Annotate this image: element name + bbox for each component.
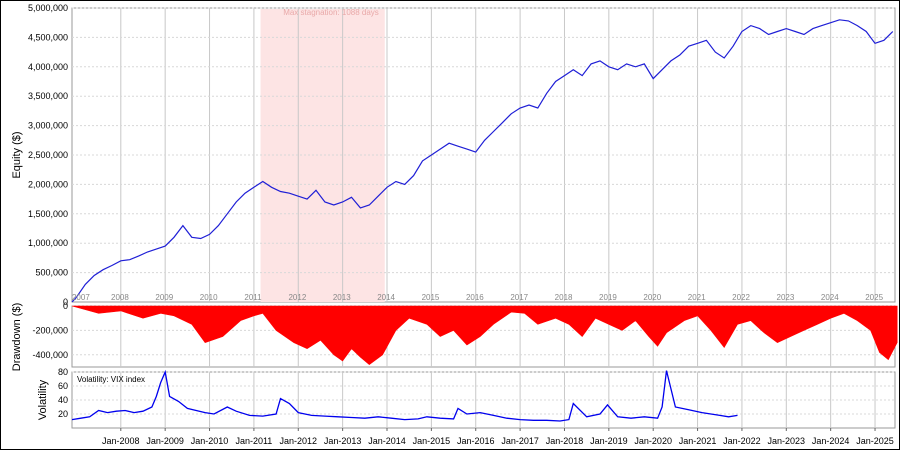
x-tick-label: Jan-2024: [812, 436, 850, 446]
equity-year-label: 2011: [244, 293, 262, 302]
equity-plot-area: [71, 7, 896, 303]
equity-year-label: 2015: [422, 293, 440, 302]
equity-year-label: 2008: [111, 293, 129, 302]
x-tick-label: Jan-2008: [102, 436, 140, 446]
equity-year-label: 2012: [288, 293, 306, 302]
equity-axis-title: Equity ($): [11, 131, 23, 178]
equity-line: [71, 19, 894, 303]
equity-year-label: 2016: [466, 293, 484, 302]
drawdown-y-tick-label: 0: [63, 301, 68, 311]
x-tick-label: Jan-2013: [324, 436, 362, 446]
x-tick-label: Jan-2012: [280, 436, 318, 446]
equity-y-tick-label: 3,500,000: [28, 91, 68, 101]
equity-year-label: 2007: [72, 293, 90, 302]
equity-year-label: 2024: [821, 293, 839, 302]
x-tick-label: Jan-2016: [457, 436, 495, 446]
equity-year-label: 2020: [643, 293, 661, 302]
x-tick-label: Jan-2025: [856, 436, 894, 446]
volatility-plot-area: [71, 371, 896, 429]
x-tick-label: Jan-2017: [501, 436, 539, 446]
equity-year-label: 2013: [333, 293, 351, 302]
x-tick-label: Jan-2015: [413, 436, 451, 446]
equity-year-label: 2017: [510, 293, 528, 302]
x-tick-label: Jan-2020: [634, 436, 672, 446]
equity-year-label: 2018: [555, 293, 573, 302]
x-tick-label: Jan-2014: [368, 436, 406, 446]
x-tick-label: Jan-2009: [146, 436, 184, 446]
equity-y-tick-label: 1,000,000: [28, 238, 68, 248]
x-tick-label: Jan-2011: [235, 436, 272, 446]
drawdown-axis-title: Drawdown ($): [11, 303, 23, 371]
volatility-legend: Volatility: VIX index: [77, 375, 145, 384]
equity-year-label: 2023: [777, 293, 795, 302]
equity-year-label: 2014: [377, 293, 395, 302]
equity-year-label: 2022: [732, 293, 750, 302]
equity-y-tick-label: 0: [63, 297, 68, 307]
x-tick-label: Jan-2023: [768, 436, 806, 446]
x-tick-label: Jan-2010: [191, 436, 229, 446]
equity-y-tick-label: 2,500,000: [28, 150, 68, 160]
volatility-y-tick-label: 40: [58, 395, 68, 405]
equity-y-tick-label: 4,000,000: [28, 62, 68, 72]
x-tick-label: Jan-2021: [679, 436, 717, 446]
drawdown-area: [71, 305, 898, 365]
volatility-y-tick-label: 60: [58, 381, 68, 391]
drawdown-y-tick-label: -400,000: [32, 350, 68, 360]
x-tick-label: Jan-2022: [723, 436, 761, 446]
equity-y-tick-label: 500,000: [35, 268, 68, 278]
equity-y-tick-label: 1,500,000: [28, 209, 68, 219]
stagnation-label: Max stagnation: 1088 days: [283, 8, 379, 17]
stagnation-band: [260, 9, 385, 302]
x-tick-label: Jan-2019: [590, 436, 628, 446]
drawdown-y-tick-label: -200,000: [32, 325, 68, 335]
equity-y-tick-label: 3,000,000: [28, 121, 68, 131]
equity-y-tick-label: 4,500,000: [28, 32, 68, 42]
equity-year-label: 2021: [688, 293, 706, 302]
equity-year-label: 2019: [599, 293, 617, 302]
x-tick-label: Jan-2018: [546, 436, 584, 446]
equity-year-label: 2009: [155, 293, 173, 302]
equity-year-label: 2025: [865, 293, 883, 302]
equity-y-tick-label: 2,000,000: [28, 179, 68, 189]
vix-line: [71, 369, 738, 422]
volatility-y-tick-label: 20: [58, 409, 68, 419]
volatility-y-tick-label: 80: [58, 367, 68, 377]
equity-y-tick-label: 5,000,000: [28, 3, 68, 13]
volatility-axis-title: Volatility: [37, 379, 49, 420]
equity-year-label: 2010: [200, 293, 218, 302]
